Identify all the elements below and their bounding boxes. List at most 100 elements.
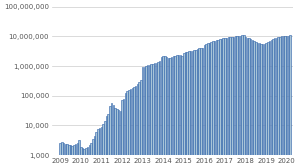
Bar [238, 36, 239, 168]
Bar [205, 44, 207, 168]
Bar [248, 38, 250, 168]
Bar [85, 148, 87, 168]
Bar [137, 84, 138, 168]
Bar [200, 48, 202, 168]
Bar [181, 56, 183, 168]
Bar [59, 143, 61, 168]
Bar [111, 103, 112, 168]
Bar [162, 56, 164, 168]
Bar [121, 100, 123, 168]
Bar [83, 149, 85, 168]
Bar [214, 41, 215, 168]
Bar [99, 128, 100, 168]
Bar [199, 49, 200, 168]
Bar [106, 116, 107, 168]
Bar [149, 65, 150, 168]
Bar [140, 80, 142, 168]
Bar [197, 49, 198, 168]
Bar [242, 35, 243, 168]
Bar [178, 55, 179, 168]
Bar [107, 114, 109, 168]
Bar [159, 61, 160, 168]
Bar [128, 90, 130, 168]
Bar [138, 82, 140, 168]
Bar [119, 111, 121, 168]
Bar [95, 132, 97, 168]
Bar [100, 127, 102, 168]
Bar [68, 145, 70, 168]
Bar [125, 93, 126, 168]
Bar [271, 40, 272, 168]
Bar [267, 42, 268, 168]
Bar [104, 121, 106, 168]
Bar [272, 39, 274, 168]
Bar [70, 145, 71, 168]
Bar [190, 51, 191, 168]
Bar [276, 38, 277, 168]
Bar [156, 63, 157, 168]
Bar [123, 99, 124, 168]
Bar [78, 140, 80, 168]
Bar [279, 37, 280, 168]
Bar [145, 66, 147, 168]
Bar [231, 37, 232, 168]
Bar [152, 64, 154, 168]
Bar [269, 41, 270, 168]
Bar [94, 136, 95, 168]
Bar [75, 144, 76, 168]
Bar [233, 37, 234, 168]
Bar [266, 43, 267, 168]
Bar [116, 109, 118, 168]
Bar [262, 44, 263, 168]
Bar [217, 39, 219, 168]
Bar [168, 58, 169, 168]
Bar [73, 145, 75, 168]
Bar [154, 63, 155, 168]
Bar [142, 67, 143, 168]
Bar [114, 108, 116, 168]
Bar [80, 148, 82, 168]
Bar [274, 38, 275, 168]
Bar [143, 67, 145, 168]
Bar [188, 51, 190, 168]
Bar [164, 56, 166, 168]
Bar [157, 62, 159, 168]
Bar [174, 56, 176, 168]
Bar [290, 35, 291, 168]
Bar [61, 142, 63, 168]
Bar [286, 36, 287, 168]
Bar [185, 52, 186, 168]
Bar [150, 64, 152, 168]
Bar [224, 38, 226, 168]
Bar [283, 36, 284, 168]
Bar [264, 44, 265, 168]
Bar [171, 57, 172, 168]
Bar [255, 42, 256, 168]
Bar [131, 88, 133, 168]
Bar [281, 36, 282, 168]
Bar [169, 58, 171, 168]
Bar [236, 36, 238, 168]
Bar [109, 106, 111, 168]
Bar [71, 146, 73, 168]
Bar [202, 48, 203, 168]
Bar [204, 45, 205, 168]
Bar [173, 56, 174, 168]
Bar [252, 40, 253, 168]
Bar [226, 38, 227, 168]
Bar [230, 37, 231, 168]
Bar [63, 143, 64, 168]
Bar [87, 147, 88, 168]
Bar [88, 145, 90, 168]
Bar [176, 55, 178, 168]
Bar [259, 43, 260, 168]
Bar [223, 38, 224, 168]
Bar [92, 139, 94, 168]
Bar [166, 57, 167, 168]
Bar [147, 65, 148, 168]
Bar [221, 39, 222, 168]
Bar [288, 36, 289, 168]
Bar [193, 50, 195, 168]
Bar [102, 124, 104, 168]
Bar [284, 36, 286, 168]
